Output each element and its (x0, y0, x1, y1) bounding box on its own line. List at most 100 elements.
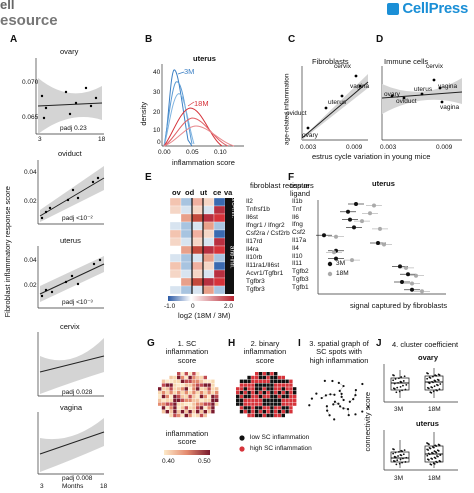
a-cervix-padj: padj 0.028 (62, 389, 93, 396)
g-spot (215, 398, 219, 402)
h-spot (266, 379, 270, 383)
h-spot (293, 391, 297, 395)
f-title: uterus (372, 179, 395, 188)
h-spot (255, 398, 259, 402)
j-point (436, 389, 438, 392)
d-title: Immune cells (384, 57, 429, 66)
j-point (397, 382, 399, 384)
e-col-ut: ut (200, 188, 208, 197)
h-spot (262, 387, 266, 391)
f-legend-marks (327, 261, 333, 277)
i-node (333, 418, 336, 421)
h-spot (239, 410, 244, 414)
g-spot (196, 413, 200, 418)
h-spot (243, 391, 247, 395)
e-heatmap-cell (213, 237, 226, 247)
a-ovary-xtick-18: 18 (98, 136, 106, 143)
g-spot (211, 391, 215, 395)
f-dot-18m (360, 219, 364, 224)
g-spot (177, 379, 181, 383)
j-point (394, 451, 397, 454)
g-spot (177, 375, 181, 380)
h-spot (247, 391, 251, 395)
j-point (439, 454, 442, 456)
a-xtick-3: 3 (40, 483, 44, 490)
a-title-oviduct: oviduct (58, 149, 82, 158)
journal-name-part2: esource (0, 12, 58, 29)
g-tissue-map (158, 372, 219, 418)
c-title: Fibroblasts (312, 57, 349, 66)
f-dot-3m (410, 287, 414, 292)
f-dot-18m (404, 265, 408, 270)
j-point (397, 377, 400, 380)
g-spot (203, 375, 207, 380)
panel-label-g: G (147, 338, 155, 349)
i-node (342, 407, 345, 410)
e-heatmap-cell (213, 205, 226, 215)
e-heatmap-cell (180, 197, 193, 207)
h-spot (277, 394, 282, 399)
g-spot (203, 398, 207, 402)
g-spot (184, 413, 188, 418)
j-point (400, 381, 403, 384)
g-spot (192, 391, 196, 395)
i-node (348, 400, 351, 403)
g-spot (161, 410, 166, 414)
d-point-vagina: vagina (438, 83, 458, 90)
i-node (326, 409, 329, 412)
e-heatmap-cell (213, 277, 226, 287)
g-spot (180, 372, 185, 376)
j-point (435, 451, 438, 454)
h-spot (289, 383, 293, 387)
f-ligand-label: Il4 (292, 244, 299, 252)
e-heatmap-cell (213, 253, 226, 263)
e-row-label: Tgfbr3 (246, 286, 265, 293)
e-side-pro: pro-infl. (230, 196, 238, 219)
f-dot-3m (354, 202, 358, 206)
g-spot (192, 375, 196, 380)
g-spot (165, 406, 169, 410)
f-ligand-label: Il6 (292, 213, 299, 221)
e-heatmap-cell (213, 245, 226, 255)
f-legend-3m: 3M (336, 260, 346, 267)
b-xtick-1: 0.05 (186, 149, 199, 156)
f-dot-3m (334, 256, 338, 261)
i-node (347, 413, 350, 417)
h-spot (281, 398, 285, 402)
h-spot (289, 406, 293, 410)
e-row-label: Ifngr1 / Ifngr2 (246, 222, 285, 229)
g-spot (180, 413, 185, 418)
e-heatmap-cell (169, 277, 182, 287)
a-title-vagina: vagina (60, 403, 83, 412)
panel-label-i: I (298, 338, 301, 349)
g-spot (207, 398, 211, 402)
e-heatmap-cell (180, 221, 193, 231)
h-spot (285, 383, 289, 387)
h-spot (258, 406, 263, 410)
e-heatmap-cell (180, 277, 193, 287)
c-point-cervix: cervix (334, 63, 351, 70)
e-heatmap-cell (213, 261, 226, 271)
g-spot (169, 391, 173, 395)
h-binary-map (236, 372, 297, 418)
c-point-vagina: vagina (350, 83, 370, 90)
g-spot (211, 402, 215, 406)
g-colorbar (164, 450, 210, 455)
a-uterus-ytick-1: 0.04 (24, 257, 37, 264)
g-spot (184, 375, 188, 380)
f-ligand-label: Tgfb1 (292, 283, 309, 291)
e-heatmap-cell (191, 245, 204, 255)
g-spot (207, 383, 211, 387)
e-heatmap-cell (202, 285, 215, 295)
g-spot (196, 406, 200, 410)
j-point (431, 386, 434, 389)
g-spot (192, 387, 196, 391)
b-ytick-30: 30 (153, 89, 161, 96)
f-ligand-label: Tgfb2 (292, 268, 309, 276)
j-point (393, 460, 396, 463)
i-node (361, 410, 364, 413)
i-node (354, 389, 357, 392)
e-row-label: Tnfrsf1b (246, 206, 270, 213)
j-point (432, 452, 434, 455)
g-spot (184, 372, 188, 376)
